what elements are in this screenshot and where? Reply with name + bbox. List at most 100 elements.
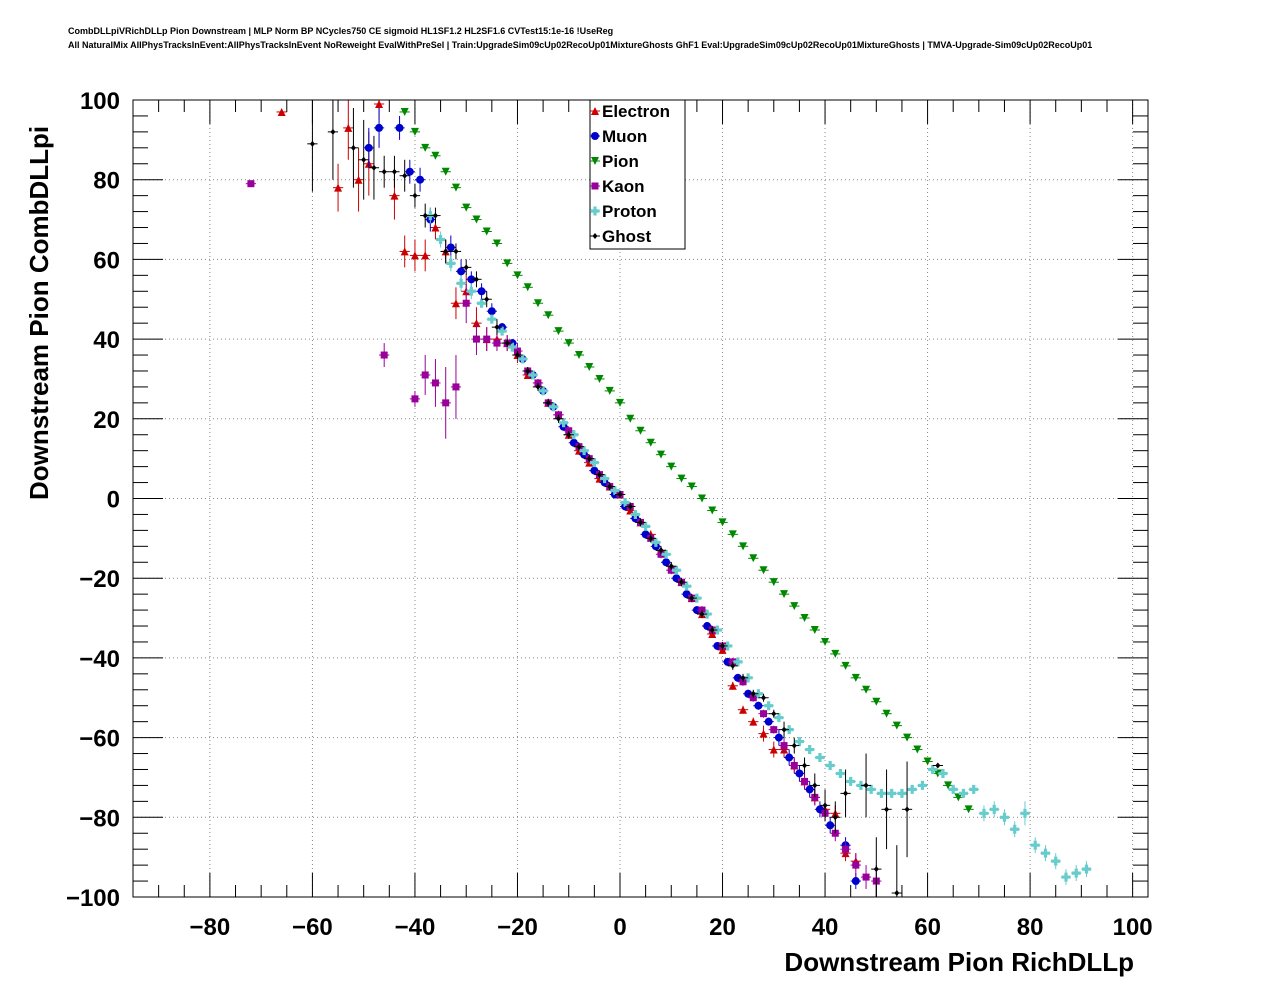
ghost-point (391, 168, 397, 175)
pion-point (780, 590, 789, 599)
proton-point (487, 314, 497, 324)
kaon-point (790, 761, 798, 769)
ghost-point (750, 690, 756, 697)
ghost-point (473, 276, 479, 283)
x-tick-label: −80 (190, 914, 231, 941)
proton-point (815, 753, 825, 763)
y-tick-label: 100 (80, 88, 120, 115)
kaon-point (472, 335, 480, 343)
pion-point (790, 602, 799, 611)
legend-marker-kaon (591, 182, 599, 190)
electron-point (626, 506, 635, 515)
y-axis-title: Downstream Pion CombDLLpi (24, 126, 54, 500)
legend-label-muon: Muon (602, 127, 647, 146)
data-layer (245, 99, 1092, 897)
legend-label-ghost: Ghost (602, 227, 651, 246)
proton-point (651, 537, 661, 547)
kaon-point (852, 861, 860, 869)
ghost-point (802, 762, 808, 769)
ghost-point (330, 128, 336, 135)
pion-point (400, 107, 409, 116)
ghost-point (576, 443, 582, 450)
proton-point (1061, 872, 1071, 882)
axis-ticks (132, 99, 1148, 898)
legend-marker-electron (591, 107, 599, 115)
pion-point (739, 542, 748, 551)
electron-point (451, 299, 460, 308)
x-tick-label: 0 (613, 914, 626, 941)
electron-point (431, 223, 440, 232)
plot-title-line-2: All NaturalMix AllPhysTracksInEvent:AllP… (68, 40, 1093, 50)
pion-point (574, 351, 583, 360)
electron-point (390, 191, 399, 200)
proton-point (989, 804, 999, 814)
proton-point (907, 784, 917, 794)
ghost-point (566, 431, 572, 438)
kaon-point (431, 379, 439, 387)
electron-point (759, 729, 768, 738)
legend-label-electron: Electron (602, 102, 670, 121)
proton-point (948, 784, 958, 794)
ghost-point (884, 806, 890, 813)
electron-point (344, 123, 353, 132)
pion-point (759, 566, 768, 575)
proton-point (979, 808, 989, 818)
legend-marker-pion (591, 157, 599, 165)
ghost-point (689, 595, 695, 602)
pion-point (841, 661, 850, 670)
electron-point (410, 251, 419, 260)
y-tick-label: 60 (93, 247, 120, 274)
ghost-point (822, 802, 828, 809)
proton-point (579, 446, 589, 456)
legend-marker-ghost (592, 233, 598, 239)
x-tick-label: −40 (395, 914, 436, 941)
pion-point (451, 183, 460, 192)
proton-point (876, 788, 886, 798)
pion-point (677, 474, 686, 483)
proton-point (794, 737, 804, 747)
pion-point (708, 506, 717, 515)
pion-point (421, 143, 430, 152)
muon-point (795, 769, 804, 778)
proton-point (866, 784, 876, 794)
pion-point (585, 362, 594, 371)
muon-point (754, 701, 763, 710)
ghost-point (843, 790, 849, 797)
ghost-point (504, 340, 510, 347)
y-tick-label: 0 (107, 487, 120, 514)
ghost-point (402, 172, 408, 179)
ghost-point (761, 694, 767, 701)
legend-label-kaon: Kaon (602, 177, 645, 196)
pion-point (749, 554, 758, 563)
pion-point (831, 649, 840, 658)
pion-point (923, 757, 932, 766)
ghost-point (443, 248, 449, 255)
electron-point (739, 705, 748, 714)
proton-point (917, 780, 927, 790)
proton-point (774, 713, 784, 723)
pion-point (913, 745, 922, 754)
proton-point (1040, 848, 1050, 858)
y-tick-label: −100 (66, 885, 120, 912)
kaon-point (247, 180, 255, 188)
electron-point (728, 681, 737, 690)
pion-point (944, 781, 953, 790)
pion-point (462, 203, 471, 212)
kaon-point (442, 399, 450, 407)
muon-point (416, 175, 425, 184)
x-tick-label: −20 (497, 914, 538, 941)
ghost-point (894, 890, 900, 897)
ghost-point (494, 324, 500, 331)
kaon-point (760, 710, 768, 718)
ghost-point (463, 264, 469, 271)
muon-point (405, 167, 414, 176)
kaon-point (780, 742, 788, 750)
series-pion (399, 107, 974, 814)
kaon-point (493, 339, 501, 347)
muon-point (774, 733, 783, 742)
pion-point (800, 614, 809, 623)
pion-point (657, 450, 666, 459)
pion-point (441, 167, 450, 176)
pion-point (810, 626, 819, 635)
x-tick-label: 60 (914, 914, 941, 941)
